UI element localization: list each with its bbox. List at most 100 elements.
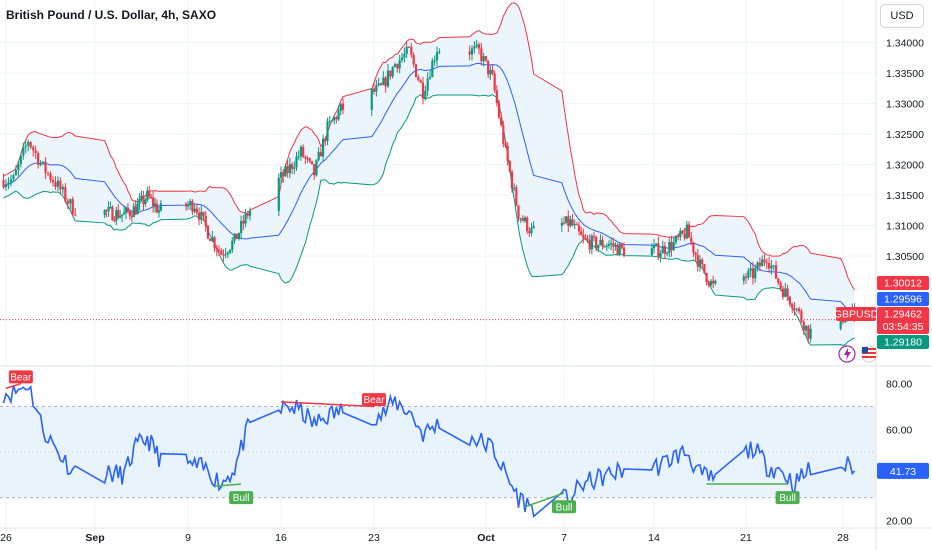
price-pane[interactable] (0, 2, 876, 346)
candle-body (4, 184, 8, 188)
candle-body (605, 245, 608, 247)
candle-body (500, 117, 503, 125)
candle-body (484, 56, 488, 61)
candle-body (610, 243, 613, 245)
candle-body (419, 80, 422, 83)
rsi-pane[interactable]: Bear Bull Bear Bull Bull (0, 370, 876, 518)
price-y-tick: 1.33000 (886, 99, 924, 111)
currency-button[interactable]: USD (880, 4, 924, 28)
divergence-label-bg (775, 491, 800, 505)
candle-body (758, 262, 761, 267)
candle-body (530, 228, 533, 234)
candle-body (386, 70, 390, 87)
candle-body (306, 158, 309, 160)
price-y-tick: 1.33500 (886, 68, 924, 80)
candle-body (384, 77, 387, 87)
candle-body (324, 138, 327, 142)
candle-body (666, 253, 669, 255)
candle-body (685, 224, 688, 239)
candle-body (9, 179, 13, 183)
candle-body (781, 288, 785, 297)
candle-body (335, 117, 338, 120)
rsi-value-tag-bg (877, 462, 929, 479)
divergence-label-bg (552, 500, 576, 514)
candle-body (132, 206, 135, 218)
x-tick: 23 (368, 532, 380, 544)
candle-body (7, 182, 10, 185)
candle-body (117, 210, 120, 218)
candle-body (692, 242, 695, 253)
candle-body (370, 88, 373, 110)
candle-body (248, 211, 252, 216)
rsi-y-tick: 20.00 (886, 515, 912, 527)
candle-body (302, 146, 305, 157)
last-price-tag: 1.29462 (884, 309, 922, 321)
candle-body (206, 225, 210, 239)
candle-body (562, 222, 566, 224)
symbol-tag: GBPUSD (834, 309, 879, 321)
x-tick: 21 (740, 532, 752, 544)
price-tag-bg (877, 335, 929, 349)
candle-body (375, 85, 378, 92)
candle-body (480, 48, 483, 62)
candle-body (595, 237, 598, 249)
candle-body (317, 151, 320, 161)
candle-body (502, 124, 505, 144)
candle-body (687, 224, 691, 238)
candle-body (319, 151, 322, 157)
candle-body (798, 308, 801, 312)
price-tag-bg (877, 292, 929, 306)
candle-body (590, 235, 593, 250)
candle-body (246, 213, 249, 216)
candle-body (791, 304, 794, 309)
candle-body (124, 207, 128, 213)
candle-body (756, 262, 759, 269)
candle-body (426, 78, 429, 91)
candle-body (237, 233, 241, 240)
candle-body (377, 83, 380, 86)
candle-body (592, 235, 596, 238)
candle-body (767, 263, 771, 269)
candle-body (293, 167, 296, 169)
candle-body (663, 246, 667, 254)
x-tick: 7 (561, 532, 567, 544)
candle-body (19, 155, 22, 164)
candle-body (217, 249, 221, 251)
candle-body (489, 69, 492, 75)
lightning-glyph (844, 348, 851, 360)
candle-body (32, 147, 35, 151)
event-icons[interactable] (838, 345, 878, 363)
candle-body (200, 211, 203, 220)
divergence-label-bg (362, 393, 386, 407)
candle-body (286, 166, 289, 173)
candle-body (290, 164, 294, 169)
divergence-line (214, 483, 242, 487)
candle-body (652, 245, 656, 249)
candle-body (211, 237, 214, 242)
candle-body (657, 243, 660, 257)
candle-body (284, 166, 287, 177)
candle-body (315, 160, 318, 176)
candle-body (242, 220, 245, 224)
candle-body (226, 252, 229, 255)
candle-body (22, 147, 25, 156)
candle-body (601, 239, 604, 247)
us-flag-icon[interactable] (860, 345, 878, 363)
candle-body (153, 203, 157, 207)
candle-body (807, 325, 810, 339)
candle-body (795, 308, 798, 310)
candle-body (27, 142, 30, 146)
price-y-tick: 1.31000 (886, 221, 924, 233)
candle-body (674, 236, 678, 243)
candle-body (577, 225, 581, 232)
candle-body (597, 244, 600, 249)
candle-body (532, 225, 535, 229)
candle-body (421, 82, 425, 99)
candle-body (519, 218, 522, 220)
divergence-label: Bull (779, 493, 796, 504)
last-price-tag-bg (877, 307, 929, 334)
candle-body (134, 206, 137, 215)
candle-body (288, 164, 291, 173)
candle-body (122, 212, 126, 215)
